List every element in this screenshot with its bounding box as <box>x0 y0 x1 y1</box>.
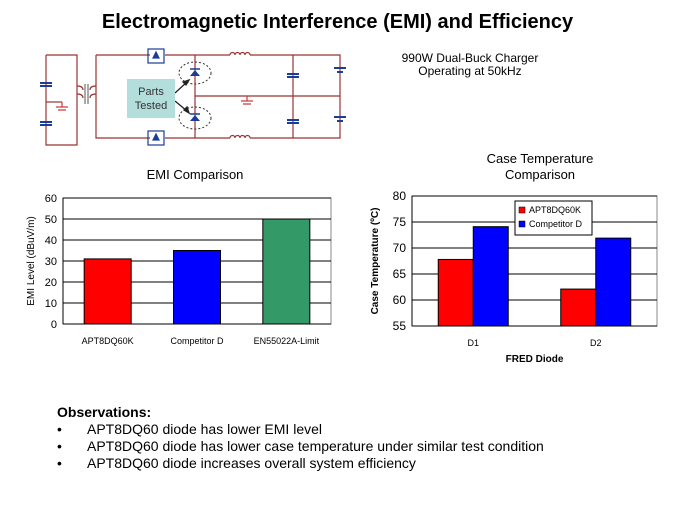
temp-bar-d1-apt8dq60k <box>437 258 474 327</box>
transformer-core <box>84 84 89 104</box>
emi-y-tick-label: 30 <box>45 256 57 268</box>
temp-x-tick-label: D1 <box>467 338 479 348</box>
callout-arrows <box>174 78 191 115</box>
emi-bar-apt8dq60k <box>83 258 132 325</box>
bullet: • <box>57 438 62 454</box>
temp-bar-d2-apt8dq60k <box>560 288 597 327</box>
caption-line-1: 990W Dual-Buck Charger <box>401 51 539 65</box>
temp-title-line-1: Case Temperature <box>486 151 594 166</box>
circuit-diagram: Parts Tested <box>40 48 346 146</box>
temp-y-tick-label: 60 <box>393 293 407 307</box>
legend-swatch-1 <box>518 220 526 228</box>
emi-y-tick-label: 40 <box>45 235 57 247</box>
emi-x-tick-label: EN55022A-Limit <box>254 336 320 346</box>
mosfet-icons <box>147 48 165 146</box>
emi-y-axis-label: EMI Level (dBuV/m) <box>26 216 37 305</box>
callout-line-2: Tested <box>135 100 167 112</box>
temp-chart-title: Case Temperature Comparison <box>440 151 640 183</box>
temp-x-axis-label: FRED Diode <box>506 354 564 365</box>
inductor-icons <box>76 51 251 139</box>
observation-text: APT8DQ60 diode has lower case temperatur… <box>87 438 544 454</box>
temp-y-axis-label: Case Temperature (ºC) <box>370 208 381 315</box>
observation-item: • APT8DQ60 diode increases overall system… <box>57 455 544 472</box>
observations-heading: Observations: <box>57 404 152 420</box>
observation-item: • APT8DQ60 diode has lower case temperatu… <box>57 438 544 455</box>
temp-y-tick-label: 55 <box>393 319 407 333</box>
temp-title-line-2: Comparison <box>504 167 576 182</box>
temp-y-tick-label: 65 <box>393 267 407 281</box>
emi-y-tick-label: 10 <box>45 298 57 310</box>
circuit-caption: 990W Dual-Buck Charger Operating at 50kH… <box>380 52 560 78</box>
emi-bar-competitor-d <box>173 250 221 325</box>
temp-bar-d1-competitor-d <box>472 226 509 327</box>
emi-bar-en55022a-limit <box>262 218 311 325</box>
emi-y-tick-label: 0 <box>51 319 57 331</box>
emi-y-tick-label: 20 <box>45 277 57 289</box>
observations: Observations: • APT8DQ60 diode has lower … <box>57 404 544 472</box>
temp-bar-d2-competitor-d <box>595 237 632 327</box>
caption-line-2: Operating at 50kHz <box>418 64 522 78</box>
observation-text: APT8DQ60 diode has lower EMI level <box>87 421 322 437</box>
capacitor-icons <box>40 67 346 126</box>
temp-y-tick-label: 75 <box>393 215 407 229</box>
bullet: • <box>57 455 62 471</box>
parts-tested-callout <box>127 79 175 118</box>
emi-x-tick-label: APT8DQ60K <box>82 336 134 346</box>
temp-y-tick-label: 80 <box>393 189 407 203</box>
emi-chart-title: EMI Comparison <box>146 167 244 182</box>
temp-y-tick-label: 70 <box>393 241 407 255</box>
ground-icons <box>56 96 253 111</box>
slide-title: Electromagnetic Interference (EMI) and E… <box>101 11 574 33</box>
observation-item: • APT8DQ60 diode has lower EMI level <box>57 421 544 438</box>
legend-swatch-0 <box>518 206 526 214</box>
circuit-wires <box>45 54 341 146</box>
callout-line-1: Parts <box>138 86 164 98</box>
emi-x-tick-label: Competitor D <box>170 336 224 346</box>
emi-y-tick-label: 60 <box>45 193 57 205</box>
emi-y-tick-label: 50 <box>45 214 57 226</box>
diode-icons <box>178 61 212 130</box>
observation-text: APT8DQ60 diode increases overall system … <box>87 455 416 471</box>
temp-legend <box>514 200 593 236</box>
legend-label-1: Competitor D <box>529 219 583 229</box>
legend-label-0: APT8DQ60K <box>529 205 581 215</box>
bullet: • <box>57 421 62 437</box>
temp-x-tick-label: D2 <box>590 338 602 348</box>
